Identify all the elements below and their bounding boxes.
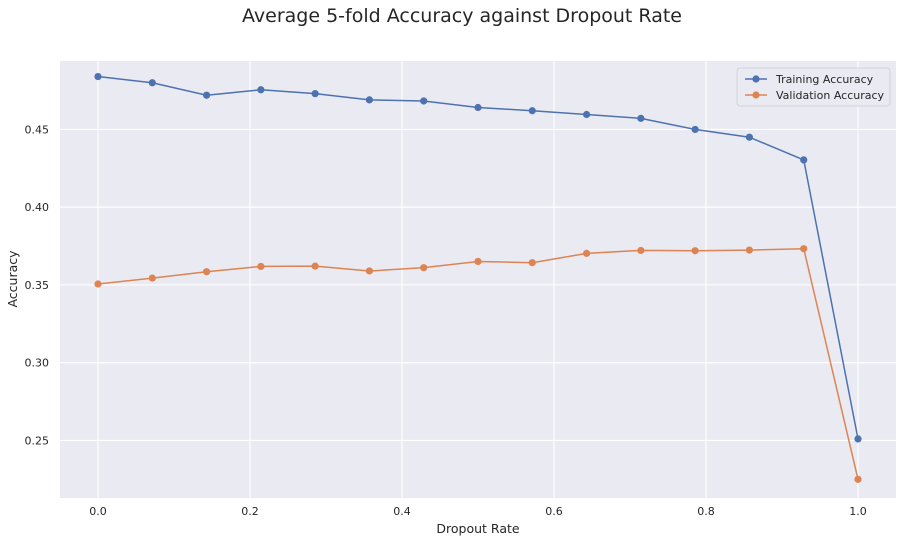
data-point: [94, 280, 102, 288]
grid-lines: [60, 61, 896, 498]
data-point: [257, 86, 265, 94]
y-tick-label: 0.35: [25, 279, 50, 292]
data-point: [365, 96, 373, 104]
data-point: [474, 257, 482, 266]
data-point: [94, 72, 102, 81]
data-point: [800, 156, 808, 164]
legend-label: Validation Accuracy: [776, 89, 885, 102]
data-point: [148, 274, 156, 282]
data-point: [800, 245, 808, 253]
data-point: [528, 107, 536, 115]
y-tick-label: 0.40: [25, 201, 50, 214]
y-axis-label: Accuracy: [5, 250, 20, 308]
legend-label: Training Accuracy: [775, 73, 874, 86]
data-point: [745, 133, 753, 141]
plot-area: [60, 61, 896, 498]
data-point: [203, 91, 211, 99]
data-point: [745, 246, 753, 254]
legend-frame: [736, 67, 891, 107]
x-tick-label: 1.0: [849, 505, 867, 518]
series-layer: [94, 72, 862, 483]
y-tick-label: 0.45: [25, 123, 50, 136]
data-point: [203, 268, 211, 276]
legend: Training Accuracy Validation Accuracy: [736, 67, 891, 107]
data-point: [365, 267, 373, 275]
x-tick-label: 0.4: [393, 505, 411, 518]
data-point: [420, 97, 428, 105]
y-tick-label: 0.25: [25, 434, 50, 447]
data-point: [148, 79, 156, 87]
data-point: [637, 246, 645, 255]
legend-marker: [752, 91, 760, 99]
x-tick-label: 0.8: [697, 505, 715, 518]
y-tick-label: 0.30: [25, 357, 50, 370]
series-2: [94, 245, 862, 483]
data-point: [257, 262, 265, 271]
data-point: [691, 125, 699, 134]
series-1: [94, 72, 862, 443]
data-point: [420, 264, 428, 272]
data-point: [691, 247, 699, 255]
data-point: [854, 435, 862, 443]
x-axis-ticks: 0.0 0.2 0.4 0.6 0.8 1.0: [89, 505, 867, 518]
data-point: [528, 259, 536, 267]
x-tick-label: 0.2: [241, 505, 259, 518]
x-tick-label: 0.6: [545, 505, 563, 518]
legend-marker: [752, 75, 760, 83]
data-point: [474, 103, 482, 112]
data-point: [583, 110, 591, 119]
chart-title: Average 5-fold Accuracy against Dropout …: [242, 5, 682, 27]
x-tick-label: 0.0: [89, 505, 107, 518]
data-point: [854, 475, 862, 483]
data-point: [311, 90, 319, 98]
x-axis-label: Dropout Rate: [436, 521, 519, 536]
y-axis-ticks: 0.25 0.30 0.35 0.40 0.45: [25, 123, 50, 447]
data-point: [583, 249, 591, 257]
data-point: [311, 262, 319, 270]
data-point: [637, 114, 645, 122]
